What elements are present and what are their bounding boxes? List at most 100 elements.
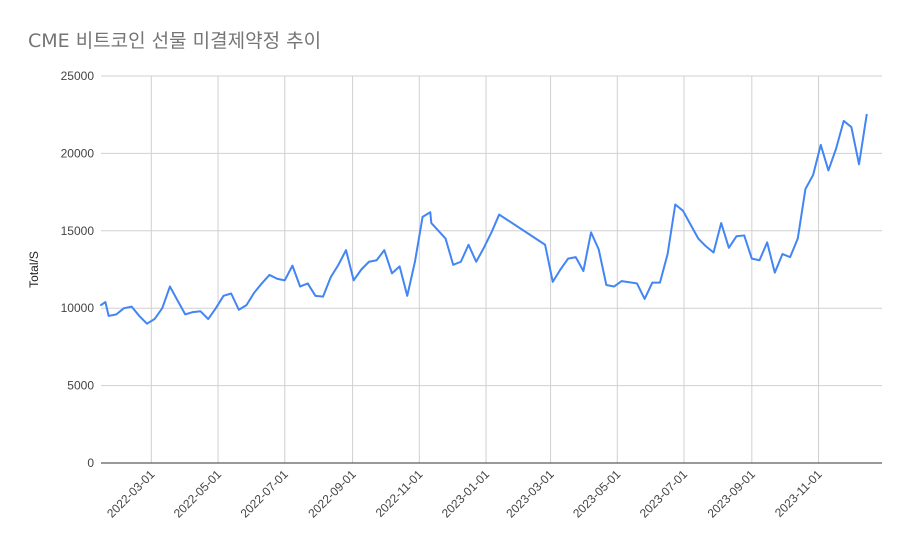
y-tick-label: 10000 <box>61 301 95 315</box>
data-point <box>827 169 829 171</box>
y-tick-label: 25000 <box>61 69 95 83</box>
data-point <box>161 307 163 309</box>
data-point <box>422 216 424 218</box>
data-point <box>337 264 339 266</box>
data-point <box>445 238 447 240</box>
y-tick-label: 20000 <box>61 146 95 160</box>
data-point <box>261 282 263 284</box>
data-point <box>682 210 684 212</box>
y-tick-label: 0 <box>87 456 94 470</box>
data-point <box>100 304 102 306</box>
data-point <box>322 296 324 298</box>
data-point <box>276 278 278 280</box>
data-point <box>567 258 569 260</box>
data-point <box>544 244 546 246</box>
data-point <box>758 259 760 261</box>
data-point <box>368 261 370 263</box>
data-point <box>590 231 592 233</box>
data-point <box>858 163 860 165</box>
data-point <box>613 286 615 288</box>
data-point <box>353 279 355 281</box>
data-point <box>736 235 738 237</box>
x-tick-label: 2022-11-01 <box>373 467 426 520</box>
x-axis-ticks: 2022-03-01 2022-05-01 2022-07-01 2022-09-01… <box>104 467 825 521</box>
data-point <box>491 231 493 233</box>
data-point <box>674 203 676 205</box>
data-point <box>804 188 806 190</box>
x-tick-label: 2023-05-01 <box>570 467 624 521</box>
data-point <box>667 253 669 255</box>
data-point <box>207 318 209 320</box>
data-point <box>238 309 240 311</box>
data-point <box>452 264 454 266</box>
y-tick-label: 5000 <box>67 379 94 393</box>
data-point <box>299 286 301 288</box>
x-tick-label: 2022-07-01 <box>238 467 292 521</box>
data-point <box>598 248 600 250</box>
data-point <box>559 269 561 271</box>
data-point <box>743 234 745 236</box>
data-point <box>483 247 485 249</box>
data-point <box>705 245 707 247</box>
data-point <box>866 114 868 116</box>
data-point <box>138 315 140 317</box>
data-point <box>575 256 577 258</box>
data-point <box>690 224 692 226</box>
data-point <box>659 282 661 284</box>
data-point <box>104 301 106 303</box>
data-point <box>399 265 401 267</box>
data-point <box>728 247 730 249</box>
data-point <box>115 313 117 315</box>
data-point <box>475 261 477 263</box>
series-line <box>100 113 868 325</box>
data-point <box>498 214 500 216</box>
data-point <box>360 269 362 271</box>
data-point <box>391 272 393 274</box>
data-point <box>720 222 722 224</box>
data-point <box>713 251 715 253</box>
x-tick-label: 2022-09-01 <box>305 467 359 521</box>
data-point <box>414 261 416 263</box>
data-point <box>812 174 814 176</box>
data-point <box>468 244 470 246</box>
x-tick-label: 2023-09-01 <box>705 467 759 521</box>
data-point <box>429 211 431 213</box>
data-point <box>774 272 776 274</box>
data-point <box>850 126 852 128</box>
data-point <box>751 258 753 260</box>
data-point <box>406 295 408 297</box>
data-point <box>552 281 554 283</box>
data-point <box>797 238 799 240</box>
data-point <box>253 292 255 294</box>
data-point <box>345 249 347 251</box>
y-tick-label: 15000 <box>61 224 95 238</box>
data-point <box>177 299 179 301</box>
data-point <box>789 256 791 258</box>
data-point <box>605 284 607 286</box>
x-tick-label: 2023-11-01 <box>772 467 825 520</box>
x-tick-label: 2023-03-01 <box>503 467 557 521</box>
data-point <box>820 144 822 146</box>
data-point <box>330 276 332 278</box>
x-tick-label: 2022-05-01 <box>171 467 225 521</box>
data-point <box>843 120 845 122</box>
data-point <box>184 313 186 315</box>
y-axis-ticks: 0 5000 10000 15000 20000 25000 <box>61 69 95 470</box>
data-point <box>766 241 768 243</box>
data-point <box>582 270 584 272</box>
data-point <box>314 295 316 297</box>
data-point <box>781 253 783 255</box>
data-point <box>154 318 156 320</box>
data-point <box>383 249 385 251</box>
gridlines <box>101 75 882 463</box>
data-point <box>697 238 699 240</box>
data-point <box>192 311 194 313</box>
data-point <box>621 280 623 282</box>
data-point <box>460 261 462 263</box>
chart-title: CME 비트코인 선물 미결제약정 추이 <box>28 30 322 52</box>
x-tick-label: 2023-07-01 <box>637 467 691 521</box>
data-point <box>200 310 202 312</box>
data-point <box>376 259 378 261</box>
data-point <box>636 282 638 284</box>
